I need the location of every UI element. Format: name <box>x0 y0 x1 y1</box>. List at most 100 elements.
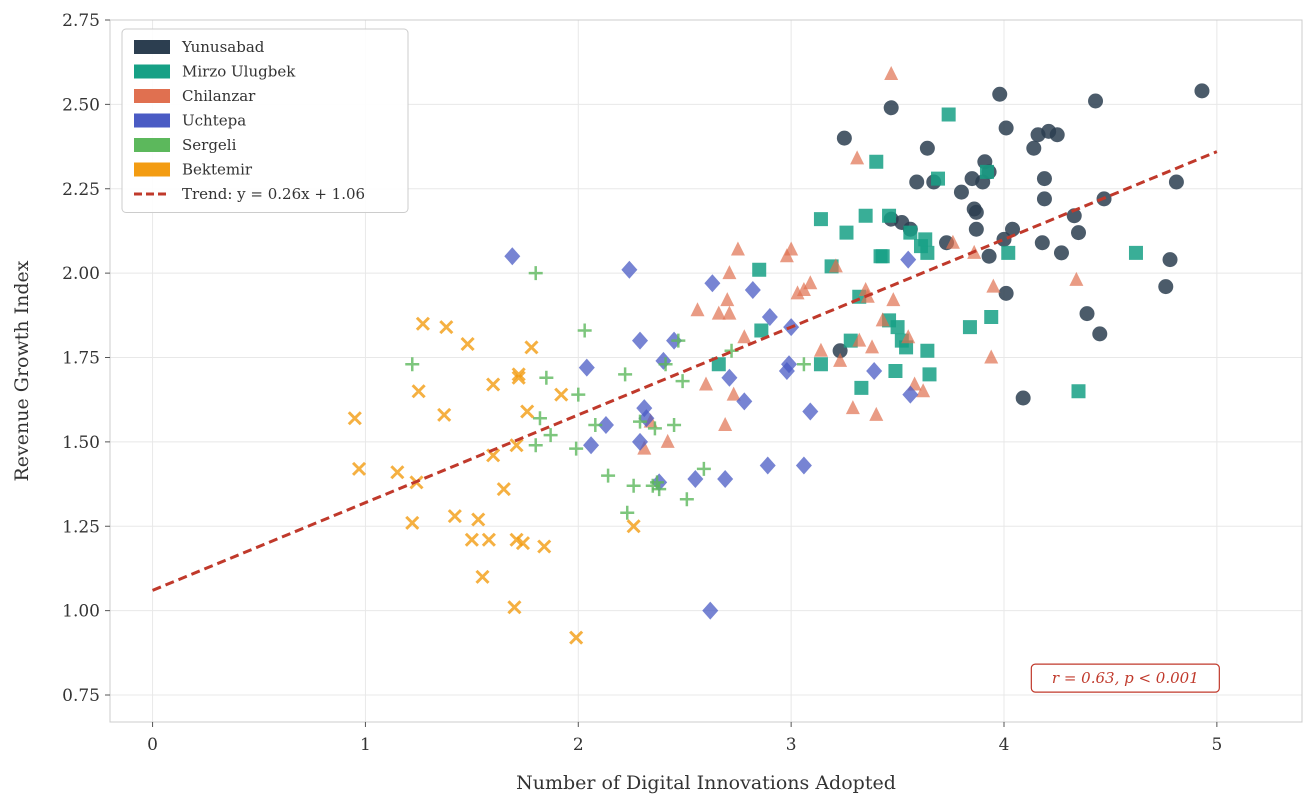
annotation-text: r = 0.63, p < 0.001 <box>1052 669 1199 687</box>
legend-box <box>121 28 409 213</box>
data-point-0-24 <box>1036 171 1052 187</box>
legend-label-0: Yunusabad <box>181 38 265 56</box>
legend-swatch-3 <box>134 113 170 128</box>
data-point-5-18 <box>507 600 522 615</box>
data-point-1-33 <box>875 249 890 264</box>
data-point-2-31 <box>916 383 931 398</box>
data-point-2-16 <box>813 342 828 357</box>
data-point-0-8 <box>968 221 984 237</box>
legend-item-sergeli: Sergeli <box>134 136 237 154</box>
data-point-3-0 <box>504 247 521 266</box>
data-point-5-27 <box>569 630 584 645</box>
data-point-3-5 <box>632 432 649 451</box>
legend-item-yunusabad: Yunusabad <box>134 38 265 56</box>
legend-label-2: Chilanzar <box>182 87 256 105</box>
legend-swatch-2 <box>134 89 170 103</box>
data-point-4-16 <box>652 482 667 497</box>
x-tick-label-4: 4 <box>999 735 1010 755</box>
data-point-4-25 <box>588 418 603 432</box>
data-point-2-36 <box>1069 271 1084 286</box>
legend-label-3: Uchtepa <box>182 112 246 130</box>
data-point-0-14 <box>992 86 1008 102</box>
data-point-1-9 <box>854 380 869 395</box>
data-point-0-32 <box>1092 326 1108 342</box>
data-point-3-19 <box>759 456 776 475</box>
data-point-5-2 <box>390 465 405 480</box>
data-point-2-5 <box>711 305 726 320</box>
data-point-5-19 <box>509 438 524 453</box>
data-point-0-28 <box>1066 208 1082 224</box>
data-point-1-32 <box>913 239 928 254</box>
data-point-1-19 <box>903 225 918 240</box>
legend-item-bektemir: Bektemir <box>134 161 253 179</box>
data-point-3-1 <box>578 358 595 377</box>
series-sergeli <box>405 266 811 520</box>
data-point-2-28 <box>886 292 901 307</box>
data-point-3-15 <box>717 470 734 488</box>
data-point-4-1 <box>528 266 543 281</box>
data-point-2-10 <box>730 241 745 256</box>
legend-label-1: Mirzo Ulugbek <box>182 63 296 81</box>
data-point-0-15 <box>996 231 1012 247</box>
data-point-4-10 <box>618 367 633 382</box>
data-point-2-9 <box>726 386 741 401</box>
data-point-5-11 <box>464 532 479 547</box>
data-point-5-26 <box>554 387 569 402</box>
data-point-0-16 <box>998 120 1014 136</box>
series-bektemir <box>347 316 641 645</box>
data-point-2-18 <box>833 352 848 367</box>
data-point-2-7 <box>722 265 737 280</box>
data-point-1-18 <box>899 340 914 355</box>
data-point-5-0 <box>347 411 362 426</box>
data-point-1-28 <box>984 310 999 324</box>
data-points <box>347 66 1210 645</box>
data-point-3-24 <box>802 402 819 421</box>
data-point-4-8 <box>577 323 592 338</box>
data-point-2-13 <box>784 241 799 256</box>
data-point-1-0 <box>711 357 726 372</box>
data-point-2-4 <box>699 376 713 391</box>
data-point-5-12 <box>471 512 486 527</box>
data-point-1-30 <box>1071 384 1086 399</box>
data-point-2-0 <box>637 440 652 455</box>
data-point-2-26 <box>875 312 890 327</box>
data-point-2-25 <box>869 406 884 421</box>
plot-frame <box>109 19 1303 723</box>
data-point-3-17 <box>736 392 753 411</box>
x-tick-label-2: 2 <box>573 735 584 755</box>
axis-ticks: 0 1 2 3 4 5 0.75 1.00 1.25 1.50 1.75 2.00 2.25 2.50 2.… <box>62 11 1222 755</box>
x-tick-label-0: 0 <box>147 735 158 755</box>
data-point-4-2 <box>528 438 543 453</box>
data-point-3-20 <box>761 308 778 326</box>
data-point-1-4 <box>813 212 828 227</box>
x-tick-label-1: 1 <box>360 735 371 755</box>
y-tick-label-7: 2.50 <box>62 95 100 115</box>
data-point-5-16 <box>486 377 501 392</box>
data-point-5-9 <box>447 509 462 524</box>
data-point-3-23 <box>795 456 812 475</box>
data-point-1-22 <box>920 343 935 358</box>
data-point-1-11 <box>869 154 884 169</box>
data-point-0-30 <box>1079 306 1095 322</box>
data-point-0-26 <box>1049 127 1065 143</box>
legend-trend-label: Trend: y = 0.26x + 1.06 <box>182 185 365 203</box>
data-point-2-6 <box>718 417 733 431</box>
data-point-4-17 <box>658 357 673 372</box>
data-point-1-2 <box>754 323 769 338</box>
data-point-2-3 <box>690 302 705 317</box>
legend: Yunusabad Mirzo Ulugbek Chilanzar Uchtepa Se… <box>121 28 409 213</box>
data-point-3-25 <box>866 362 883 380</box>
data-point-2-35 <box>986 278 1001 293</box>
data-point-3-2 <box>583 436 600 455</box>
data-point-4-0 <box>405 357 420 372</box>
series-mirzo-ulugbek <box>711 107 1143 399</box>
data-point-2-37 <box>720 292 735 307</box>
y-tick-label-6: 2.25 <box>62 180 100 200</box>
data-point-2-19 <box>845 400 860 415</box>
axis-labels: Number of Digital Innovations Adopted Re… <box>11 260 896 794</box>
data-point-1-6 <box>839 225 854 240</box>
data-point-2-20 <box>850 150 865 165</box>
data-point-1-1 <box>752 262 767 277</box>
data-point-5-22 <box>515 536 531 551</box>
